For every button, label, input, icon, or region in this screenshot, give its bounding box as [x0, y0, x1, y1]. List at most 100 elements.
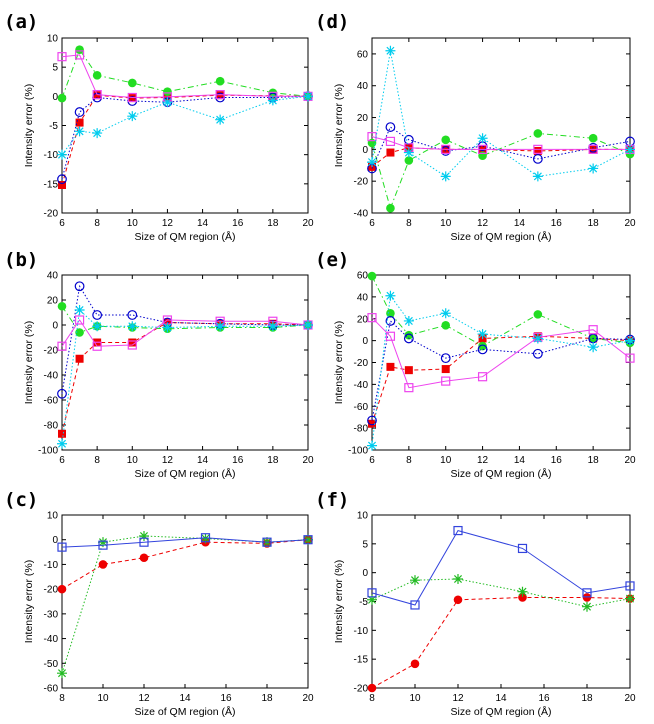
data-point: [588, 342, 599, 353]
series-line: [371, 275, 631, 347]
data-point: [127, 78, 137, 88]
series-4: [57, 50, 313, 103]
data-point: [127, 310, 138, 320]
x-tick-label: 10: [440, 455, 452, 466]
data-point: [74, 281, 85, 292]
series-5: [367, 45, 635, 182]
y-tick-label: -80: [44, 421, 59, 432]
data-point: [441, 321, 451, 330]
x-tick-label: 18: [267, 218, 279, 229]
series-line: [371, 294, 631, 446]
data-point: [386, 308, 395, 318]
data-point: [453, 574, 463, 585]
x-axis-label: Size of QM region (Å): [451, 705, 552, 718]
series-line: [61, 306, 309, 334]
series-line: [371, 578, 631, 608]
plot-frame: [371, 37, 631, 214]
x-tick-label: 12: [477, 218, 489, 229]
x-tick-label: 16: [232, 455, 244, 466]
y-tick-label: 20: [357, 113, 369, 124]
y-tick-label: 10: [47, 34, 59, 45]
series-2: [367, 271, 635, 351]
series-2: [57, 531, 313, 679]
data-point: [625, 581, 635, 591]
y-tick-label: 0: [362, 145, 368, 156]
y-tick-label: -50: [44, 659, 59, 670]
y-tick-label: -20: [44, 209, 59, 220]
data-point: [303, 320, 313, 330]
x-tick-label: 18: [588, 455, 600, 466]
data-point: [441, 144, 451, 154]
series-line: [61, 535, 309, 674]
series-line: [61, 94, 309, 186]
data-point: [532, 154, 543, 164]
data-point: [57, 149, 67, 160]
panel-c: (c) 8 10 12 14 16 18 20 -60 -50 -40 -30 -20 -10 0 10 Siz…: [4, 489, 314, 718]
data-point: [75, 118, 84, 127]
series-line: [371, 126, 631, 169]
y-tick-label: -20: [354, 358, 369, 369]
data-point: [267, 95, 278, 106]
series-line: [61, 308, 309, 444]
y-tick-label: 10: [47, 511, 59, 522]
data-point: [367, 313, 377, 323]
x-tick-label: 6: [369, 218, 375, 229]
x-tick-label: 10: [97, 693, 109, 704]
data-point: [57, 584, 67, 594]
data-point: [477, 329, 488, 340]
series-5: [57, 305, 313, 449]
x-tick-label: 12: [162, 455, 174, 466]
series-line: [61, 539, 309, 590]
data-point: [57, 301, 67, 311]
y-axis-label: Intensity error (%): [333, 321, 345, 404]
data-point: [588, 144, 598, 154]
x-tick-label: 20: [302, 455, 314, 466]
data-point: [139, 537, 149, 547]
data-point: [441, 135, 451, 145]
x-tick-label: 8: [94, 218, 100, 229]
y-tick-label: 40: [357, 81, 369, 92]
data-point: [127, 92, 137, 103]
y-tick-label: -100: [38, 446, 58, 457]
x-tick-label: 18: [267, 455, 279, 466]
data-point: [98, 540, 108, 550]
data-point: [57, 93, 67, 103]
data-point: [367, 683, 377, 693]
series-line: [371, 136, 630, 150]
y-tick-label: -10: [44, 560, 59, 571]
series-line: [371, 317, 631, 389]
data-point: [92, 310, 103, 320]
panel-e: (e) 6 8 10 12 14 16 18 20 -100 -80 -60 -40 -20 0 20 40 60…: [315, 249, 636, 480]
x-axis-label: Size of QM region (Å): [135, 230, 236, 243]
data-point: [385, 136, 396, 147]
y-axis-label: Intensity error (%): [23, 321, 35, 404]
data-point: [367, 588, 377, 598]
data-point: [625, 335, 635, 346]
y-tick-label: -20: [354, 684, 369, 695]
series-5: [367, 290, 635, 451]
data-point: [215, 321, 226, 332]
data-point: [385, 122, 396, 132]
x-tick-label: 10: [409, 693, 421, 704]
data-point: [75, 45, 84, 54]
x-tick-label: 8: [59, 693, 65, 704]
y-tick-label: -40: [44, 371, 59, 382]
data-point: [477, 144, 488, 154]
data-point: [532, 333, 543, 344]
x-tick-label: 14: [197, 455, 209, 466]
data-point: [582, 593, 592, 602]
x-axis-label: Size of QM region (Å): [451, 467, 552, 480]
data-point: [403, 333, 414, 344]
data-point: [162, 322, 173, 333]
panel-letter: (a): [4, 11, 38, 33]
x-tick-label: 16: [220, 693, 232, 704]
panel-d: (d) 6 8 10 12 14 16 18 20 -40 -20 0 20 40 60 Size of QM…: [315, 11, 636, 243]
plot-frame: [61, 37, 309, 214]
x-tick-label: 12: [138, 693, 150, 704]
data-point: [262, 537, 272, 547]
y-tick-label: -60: [44, 396, 59, 407]
panel-letter: (c): [4, 489, 38, 511]
series-line: [61, 537, 309, 548]
data-point: [518, 593, 527, 602]
data-point: [404, 383, 414, 393]
